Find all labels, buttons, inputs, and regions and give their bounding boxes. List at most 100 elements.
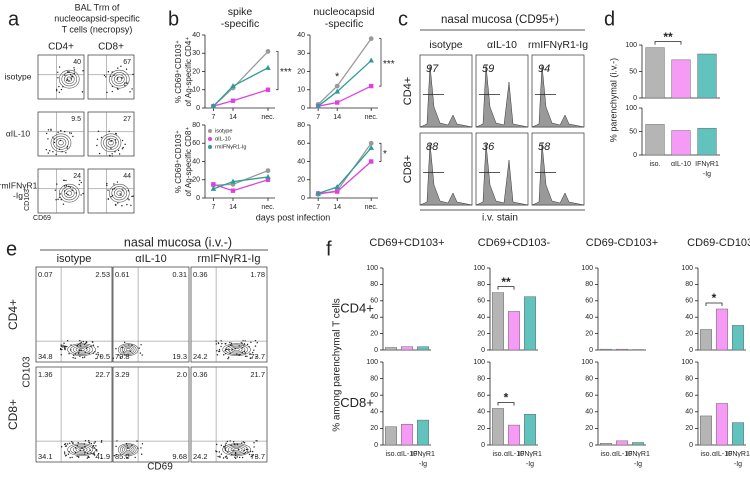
event-dot (234, 444, 236, 446)
event-dot (248, 453, 251, 456)
event-dot (117, 202, 119, 204)
event-dot (122, 351, 125, 353)
y-tick-label: 100 (473, 265, 485, 272)
event-dot (62, 86, 64, 88)
event-dot (246, 355, 248, 357)
event-dot (225, 348, 227, 351)
gate-value: 94 (538, 63, 550, 75)
row-label: isotype (5, 71, 32, 81)
point (335, 189, 340, 194)
y-axis-label: of Ag-specific CD8⁺ (184, 126, 193, 196)
event-dot (92, 352, 95, 354)
point (210, 103, 217, 109)
event-dot (140, 447, 142, 449)
legend-swatch (208, 137, 212, 141)
event-dot (236, 443, 239, 445)
event-dot (57, 198, 59, 201)
row-label: rmIFNγR1 (0, 180, 38, 190)
flow-plot (87, 54, 135, 100)
event-dot (231, 348, 234, 351)
column-header: αIL-10 (487, 39, 517, 51)
x-tick-label: IFNγR1 (726, 451, 750, 458)
event-dot (53, 141, 56, 144)
event-dot (93, 452, 95, 454)
event-dot (234, 457, 237, 459)
event-dot (138, 347, 140, 349)
y-tick-label: 20 (585, 330, 593, 337)
event-dot (86, 346, 88, 349)
y-axis-label: % CD69⁺CD103⁺ (174, 130, 183, 193)
event-dot (56, 183, 58, 185)
x-tick-label: -Ig (703, 171, 711, 178)
x-tick-label: 14 (229, 204, 237, 211)
event-dot (241, 347, 243, 349)
y-tick-label: 60 (192, 140, 200, 147)
chart-title: spike (228, 6, 253, 18)
x-tick-label: nec. (365, 114, 378, 121)
event-dot (73, 354, 75, 357)
event-dot (111, 194, 114, 197)
event-dot (228, 345, 230, 348)
bar (615, 440, 629, 446)
flow-plot (190, 266, 268, 363)
y-tick-label: 20 (297, 68, 305, 75)
event-dot (67, 193, 69, 196)
event-dot (67, 453, 70, 455)
event-dot (59, 196, 61, 199)
y-tick-label: 20 (477, 425, 485, 432)
significance: * (712, 291, 717, 305)
y-tick-label: 40 (685, 314, 693, 321)
axis-label: CD103 (24, 189, 31, 211)
point (334, 88, 340, 94)
significance: ** (501, 275, 511, 289)
event-dot (220, 345, 222, 348)
event-dot (64, 443, 67, 445)
event-dot (59, 193, 61, 195)
panel-title: nasal mucosa (CD95+) (441, 14, 559, 26)
event-dot (92, 341, 94, 343)
axis-label: CD69 (147, 462, 173, 473)
bar (615, 348, 629, 351)
y-tick-label: 40 (297, 158, 305, 165)
y-tick-label: 20 (370, 425, 378, 432)
event-dot (232, 441, 235, 443)
event-dot (227, 357, 229, 360)
event-dot (139, 352, 142, 354)
x-tick-label: -Ig (634, 461, 642, 468)
event-dot (225, 455, 228, 457)
bar (416, 419, 430, 446)
event-dot (120, 194, 122, 196)
bar (507, 424, 521, 446)
x-tick-label: -Ig (419, 461, 427, 468)
event-dot (74, 357, 76, 359)
bar (645, 47, 665, 99)
event-dot (119, 193, 121, 195)
quadrant-value: 24.2 (193, 352, 208, 361)
event-dot (106, 91, 108, 94)
event-dot (141, 453, 143, 455)
event-dot (83, 343, 86, 346)
event-dot (80, 194, 82, 196)
event-dot (127, 190, 130, 192)
event-dot (222, 457, 225, 459)
y-tick-label: 40 (370, 409, 378, 416)
event-dot (245, 448, 248, 451)
event-dot (80, 181, 82, 184)
contour (230, 346, 243, 353)
bar (645, 124, 665, 156)
event-dot (234, 451, 237, 454)
event-dot (68, 185, 70, 188)
bar (731, 325, 745, 351)
event-dot (230, 344, 232, 346)
event-dot (251, 454, 253, 457)
contour (108, 183, 130, 203)
chart-title: nucleocapsid (313, 6, 374, 18)
quadrant-value: 85.0 (115, 452, 130, 461)
point (211, 182, 216, 187)
event-dot (84, 451, 86, 453)
event-dot (117, 67, 119, 69)
y-tick-label: 60 (685, 298, 693, 305)
x-tick-label: IFNγR1 (518, 451, 542, 458)
point (230, 188, 236, 193)
series-line (317, 38, 372, 105)
